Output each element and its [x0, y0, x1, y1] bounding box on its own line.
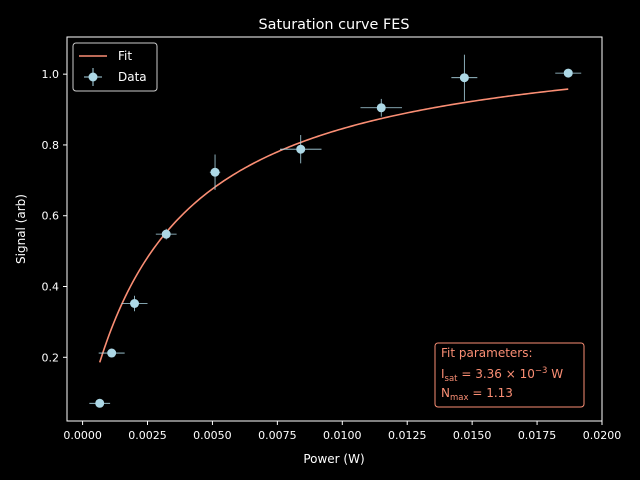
axes-frame — [66, 36, 603, 422]
y-axis-label: Signal (arb) — [14, 194, 28, 264]
data-point — [210, 167, 220, 177]
y-tick-label: 1.0 — [42, 68, 60, 81]
x-tick-label: 0.0125 — [388, 429, 427, 442]
nmax-subscript: max — [450, 393, 469, 403]
y-tick-label: 0.8 — [42, 139, 60, 152]
annotation-isat: Isat = 3.36 × 10−3 W — [441, 366, 563, 384]
nmax-value: = 1.13 — [469, 386, 513, 400]
y-tick-label: 0.4 — [42, 281, 60, 294]
plot-area — [89, 54, 582, 408]
isat-symbol: I — [441, 367, 445, 381]
isat-unit: W — [547, 367, 563, 381]
x-tick-label: 0.0200 — [583, 429, 622, 442]
data-point — [107, 348, 117, 358]
y-tick-label: 0.6 — [42, 210, 60, 223]
x-tick-label: 0.0075 — [258, 429, 297, 442]
annotation-heading: Fit parameters: — [441, 346, 533, 360]
x-tick-label: 0.0000 — [63, 429, 102, 442]
annotation-frame — [434, 342, 585, 408]
data-point — [563, 68, 573, 78]
x-axis-label: Power (W) — [303, 452, 364, 466]
data-point — [95, 398, 105, 408]
x-tick-label: 0.0150 — [453, 429, 492, 442]
y-tick-label: 0.2 — [42, 351, 60, 364]
legend-data-marker — [88, 72, 98, 82]
legend-fit-label: Fit — [118, 49, 132, 63]
fit-curve-line — [98, 88, 569, 363]
y-axis: 0.2 0.4 0.6 0.8 1.0 — [42, 68, 67, 364]
legend: Fit Data — [72, 42, 158, 92]
data-point — [376, 103, 386, 113]
isat-subscript: sat — [445, 374, 459, 384]
data-point — [161, 229, 171, 239]
x-tick-label: 0.0050 — [193, 429, 232, 442]
data-point — [459, 73, 469, 83]
nmax-symbol: N — [441, 386, 450, 400]
fit-parameters-box: Fit parameters: Isat = 3.36 × 10−3 W Nma… — [434, 342, 585, 408]
legend-data-label: Data — [118, 70, 147, 84]
x-tick-label: 0.0025 — [128, 429, 167, 442]
x-axis: 0.0000 0.0025 0.0050 0.0075 0.0100 0.0125 0.01… — [63, 421, 621, 442]
annotation-nmax: Nmax = 1.13 — [441, 386, 513, 403]
data-point — [296, 144, 306, 154]
chart-title: Saturation curve FES — [259, 17, 410, 33]
x-tick-label: 0.0175 — [518, 429, 557, 442]
isat-exponent: −3 — [535, 366, 548, 376]
x-tick-label: 0.0100 — [323, 429, 362, 442]
data-point — [130, 298, 140, 308]
isat-value: = 3.36 × 10 — [458, 367, 535, 381]
